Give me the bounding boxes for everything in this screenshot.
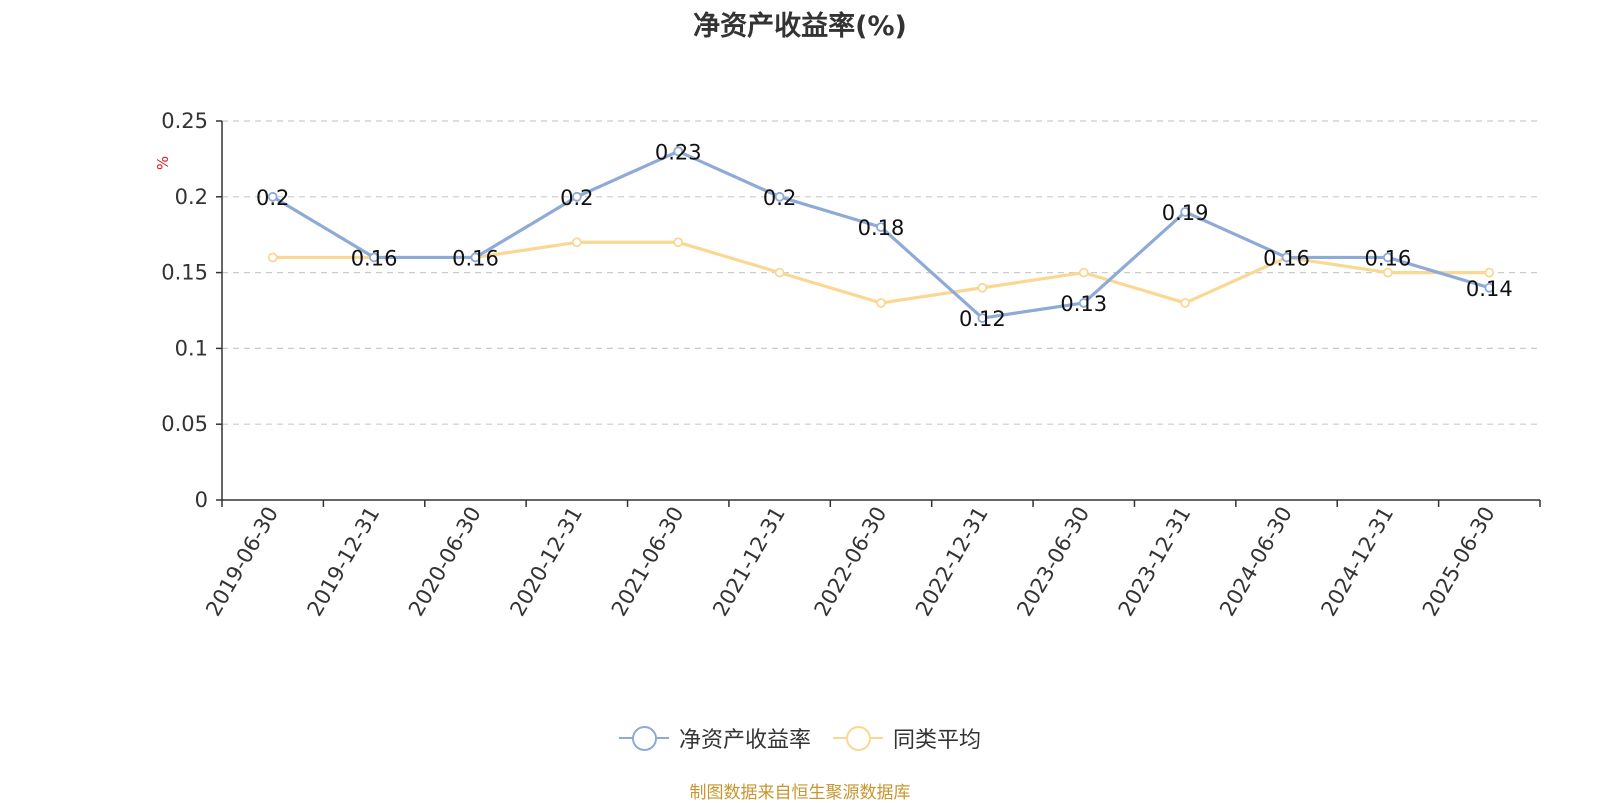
data-label: 0.16 [1263, 246, 1310, 270]
data-point-series-2[interactable] [774, 267, 785, 278]
y-axis-label: % [154, 156, 172, 170]
series-lines [267, 146, 1495, 323]
data-point-series-2[interactable] [673, 237, 684, 248]
data-point-series-2[interactable] [977, 282, 988, 293]
x-tick-label: 2023-06-30 [1012, 503, 1094, 621]
data-point-series-1[interactable] [1383, 252, 1393, 263]
data-point-series-2[interactable] [267, 252, 278, 263]
y-tick-label: 0.1 [175, 336, 208, 360]
legend: 净资产收益率 同类平均 [0, 722, 1600, 754]
data-point-series-1[interactable] [876, 222, 886, 233]
data-point-series-1[interactable] [977, 313, 988, 323]
x-tick-label: 2024-12-31 [1316, 503, 1398, 621]
x-tick-label: 2019-06-30 [201, 503, 283, 621]
x-tick-label: 2021-06-30 [607, 503, 689, 621]
data-label: 0.2 [256, 186, 289, 210]
source-note: 制图数据来自恒生聚源数据库 [689, 783, 911, 803]
data-label: 0.18 [858, 216, 905, 240]
data-label: 0.12 [959, 307, 1006, 331]
data-point-series-1[interactable] [470, 252, 481, 263]
y-tick-label: 0.15 [161, 261, 208, 285]
data-label: 0.16 [351, 246, 398, 270]
data-label: 0.14 [1466, 277, 1513, 301]
axes: 0 0.05 0.1 0.15 0.2 0.25% 2019-06-30 2019-12-31… [154, 109, 1541, 621]
x-tick-label: 2025-06-30 [1418, 503, 1500, 621]
data-point-series-1[interactable] [1484, 282, 1495, 293]
data-label: 0.13 [1060, 292, 1107, 316]
x-tick-label: 2023-12-31 [1114, 503, 1196, 621]
legend-item-series-2[interactable]: 同类平均 [833, 722, 981, 754]
data-point-series-1[interactable] [1281, 252, 1292, 263]
x-tick-label: 2024-06-30 [1215, 503, 1297, 621]
data-labels: 0.2 0.16 0.16 0.2 0.23 0.2 0.18 0.12 0.13 0.19 0.1… [256, 140, 1513, 331]
data-point-series-2[interactable] [1078, 267, 1089, 278]
x-tick-label: 2020-12-31 [505, 503, 587, 621]
data-point-series-1[interactable] [1078, 298, 1089, 308]
x-tick-label: 2022-06-30 [810, 503, 892, 621]
x-tick-label: 2021-12-31 [708, 503, 790, 621]
legend-swatch-series-2-icon [833, 726, 883, 751]
data-label: 0.2 [763, 186, 796, 210]
legend-label-series-1: 净资产收益率 [678, 728, 811, 753]
y-tick-label: 0.05 [161, 412, 208, 436]
legend-label-series-2: 同类平均 [893, 728, 982, 753]
data-point-series-1[interactable] [571, 191, 582, 202]
legend-item-series-1[interactable]: 净资产收益率 [618, 722, 811, 754]
data-point-series-1[interactable] [369, 252, 379, 263]
y-tick-label: 0.25 [161, 109, 208, 133]
x-tick-label: 2022-12-31 [911, 503, 993, 621]
data-label: 0.23 [655, 140, 702, 164]
data-label: 0.2 [560, 186, 593, 210]
data-point-series-2[interactable] [1484, 267, 1495, 278]
data-point-series-1[interactable] [673, 146, 684, 157]
y-tick-label: 0 [195, 488, 208, 512]
y-tick-label: 0.2 [175, 185, 208, 209]
grid-lines [222, 120, 1540, 425]
data-point-series-2[interactable] [1383, 267, 1393, 278]
x-tick-label: 2019-12-31 [303, 503, 385, 621]
data-point-series-1[interactable] [774, 191, 785, 202]
x-tick-label: 2020-06-30 [404, 503, 486, 621]
data-point-series-2[interactable] [571, 237, 582, 248]
data-point-series-2[interactable] [876, 298, 886, 308]
data-label: 0.19 [1162, 201, 1209, 225]
data-point-series-1[interactable] [1180, 207, 1191, 217]
chart-title: 净资产收益率(%) [693, 11, 907, 42]
data-label: 0.16 [452, 246, 499, 270]
data-point-series-2[interactable] [1180, 298, 1191, 308]
legend-swatch-series-1-icon [618, 726, 669, 751]
data-label: 0.16 [1365, 246, 1412, 270]
data-point-series-1[interactable] [267, 191, 278, 202]
